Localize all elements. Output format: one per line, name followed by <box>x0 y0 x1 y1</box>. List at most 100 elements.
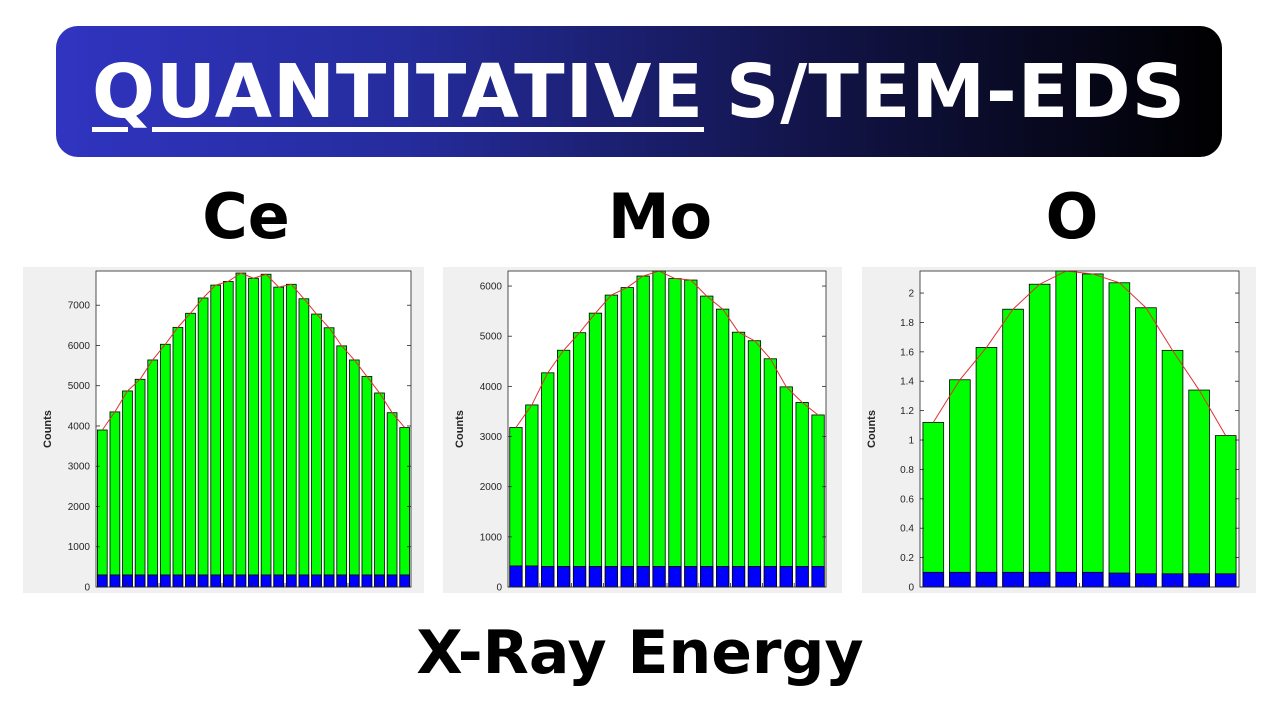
mo-plot-area <box>508 271 826 587</box>
mo-background-bar <box>588 566 603 588</box>
ce-background-bar <box>348 574 360 588</box>
mo-ytick-label: 5000 <box>480 332 503 343</box>
mo-background-bar <box>525 565 539 588</box>
o-background-bar <box>1188 573 1210 588</box>
x-axis-caption: X-Ray Energy <box>416 618 864 688</box>
mo-background-bar <box>779 566 793 588</box>
ce-fit-line <box>101 272 406 431</box>
mo-signal-bar <box>811 414 825 588</box>
mo-spectrum-chart: 0 1000 2000 3000 4000 5000 6000 Counts <box>454 270 827 594</box>
mo-background-bar <box>763 566 777 588</box>
label-mo: Mo <box>607 180 713 253</box>
mo-background-bar <box>731 566 746 588</box>
ce-background-bar <box>399 574 411 588</box>
o-ytick-label: 1 <box>908 436 914 447</box>
ce-ytick-label: 3000 <box>68 462 91 473</box>
ce-signal-bar <box>386 412 398 588</box>
o-background-bar <box>1082 571 1104 588</box>
mo-background-bar <box>636 566 650 588</box>
o-signal-bar <box>1028 283 1051 588</box>
title-banner: QUANTITATIVE S/TEM-EDS <box>56 26 1222 157</box>
ce-background-bar <box>260 574 272 588</box>
mo-signal-bar <box>668 278 682 588</box>
mo-signal-bar <box>572 332 587 588</box>
o-ytick-label: 1.2 <box>900 406 914 417</box>
mo-signal-bar <box>604 294 618 588</box>
o-ytick-label: 0.6 <box>900 494 914 505</box>
o-signal-bar <box>1161 349 1184 588</box>
ce-signal-bar <box>172 326 184 588</box>
mo-signal-bar <box>525 404 539 588</box>
ce-signal-bar <box>197 297 209 588</box>
title-underlined-word: QUANTITATIVE <box>91 48 705 135</box>
ce-signal-bar <box>109 411 121 588</box>
ce-background-bar <box>222 574 234 588</box>
ce-background-bar <box>96 574 108 588</box>
ce-background-bar <box>323 574 335 588</box>
ce-background-bar <box>197 574 209 588</box>
o-spectrum-chart: 0 0.2 0.4 0.6 0.8 1 1.2 1.4 1.6 1.8 2 Counts <box>866 270 1240 594</box>
ce-background-bar <box>172 574 184 588</box>
ce-ytick-label: 7000 <box>68 301 91 312</box>
o-ytick-label: 2 <box>908 289 914 300</box>
ce-ytick-label: 1000 <box>68 542 91 553</box>
mo-signal-bar <box>795 402 809 588</box>
label-o: O <box>1045 180 1099 253</box>
mo-ytick-label: 6000 <box>480 282 503 293</box>
ce-ytick-label: 4000 <box>68 421 91 432</box>
mo-signal-bar <box>620 287 634 588</box>
ce-background-bar <box>109 574 121 588</box>
ce-signal-bar <box>399 427 411 588</box>
mo-signal-bar <box>747 340 762 588</box>
ce-ytick-label: 2000 <box>68 502 91 513</box>
mo-ytick-label: 0 <box>496 583 502 594</box>
o-background-bar <box>1108 572 1131 588</box>
mo-background-bar <box>620 566 634 588</box>
ce-ytick-label: 0 <box>84 583 90 594</box>
ce-signal-bar <box>348 359 360 588</box>
o-background-bar <box>1214 573 1237 588</box>
ce-background-bar <box>285 574 297 588</box>
ce-ytick-label: 5000 <box>68 381 91 392</box>
ce-background-bar <box>361 574 373 588</box>
mo-signal-bar <box>652 270 666 588</box>
ce-signal-bar <box>96 429 108 588</box>
o-ylabel: Counts <box>866 410 878 448</box>
mo-background-bar <box>541 566 555 588</box>
mo-ylabel: Counts <box>454 410 466 448</box>
ce-background-bar <box>386 574 398 588</box>
o-background-bar <box>1161 573 1184 588</box>
o-background-bar <box>975 571 998 588</box>
mo-background-bar <box>509 565 523 588</box>
o-background-bar <box>1055 571 1077 588</box>
ce-signal-bar <box>222 281 234 588</box>
ce-signal-bar <box>374 392 385 588</box>
ce-ylabel: Counts <box>42 410 54 448</box>
mo-background-bar <box>684 566 698 588</box>
mo-signal-bar <box>509 427 523 588</box>
o-background-bar <box>1135 573 1157 588</box>
ce-ytick-label: 6000 <box>68 341 91 352</box>
ce-background-bar <box>147 574 159 588</box>
mo-background-bar <box>747 566 762 588</box>
mo-signal-bar <box>779 386 793 588</box>
o-ytick-label: 0 <box>908 583 914 594</box>
mo-background-bar <box>668 566 682 588</box>
o-signal-bar <box>1188 389 1210 588</box>
ce-signal-bar <box>185 312 196 588</box>
o-signal-bar <box>1055 270 1077 588</box>
chart-panel-o: 0 0.2 0.4 0.6 0.8 1 1.2 1.4 1.6 1.8 2 Counts <box>862 267 1256 594</box>
mo-signal-bar <box>763 358 777 588</box>
ce-background-bar <box>134 574 146 588</box>
o-signal-bar <box>975 347 998 588</box>
o-ytick-label: 0.2 <box>900 553 914 564</box>
ce-signal-bar <box>210 284 222 588</box>
mo-ytick-label: 1000 <box>480 532 503 543</box>
mo-background-bar <box>557 566 571 588</box>
label-ce: Ce <box>202 180 290 253</box>
o-signal-bar <box>1082 273 1104 588</box>
mo-background-bar <box>716 566 730 588</box>
mo-signal-bar <box>541 372 555 588</box>
o-ytick-label: 0.4 <box>900 524 914 535</box>
mo-signal-bar <box>636 275 650 588</box>
